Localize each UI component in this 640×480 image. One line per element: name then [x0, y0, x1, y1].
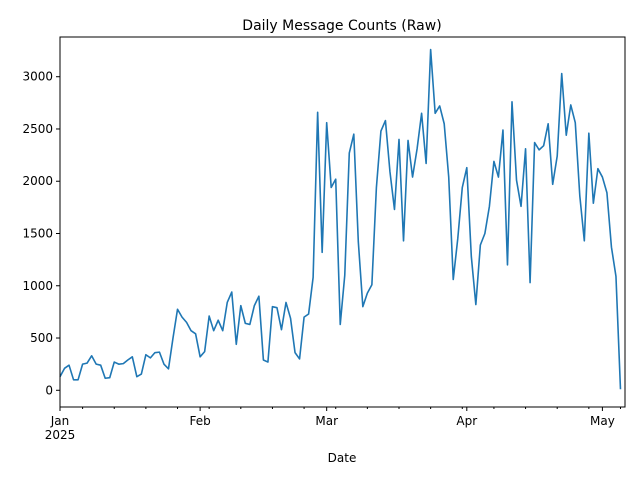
y-axis: 0 500 1000 1500 2000 2500 3000 [22, 70, 60, 397]
series-line [59, 48, 622, 390]
plot-frame [59, 36, 626, 408]
y-tick-label: 500 [30, 331, 53, 345]
y-tick-label: 1500 [22, 226, 53, 240]
y-tick-label: 2500 [22, 122, 53, 136]
x-tick-label: Mar [315, 414, 338, 428]
y-tick-label: 3000 [22, 70, 53, 84]
x-tick-label: May [590, 414, 615, 428]
x-tick-label: Apr [456, 414, 477, 428]
plot-area [59, 48, 622, 390]
y-tick-label: 1000 [22, 279, 53, 293]
y-tick-label: 2000 [22, 174, 53, 188]
chart-title: Daily Message Counts (Raw) [242, 18, 441, 34]
y-tick-label: 0 [45, 383, 53, 397]
x-axis-label: Date [328, 451, 357, 465]
x-tick-year-label: 2025 [45, 428, 76, 442]
x-tick-label: Feb [189, 414, 210, 428]
x-tick-label: Jan [50, 414, 70, 428]
